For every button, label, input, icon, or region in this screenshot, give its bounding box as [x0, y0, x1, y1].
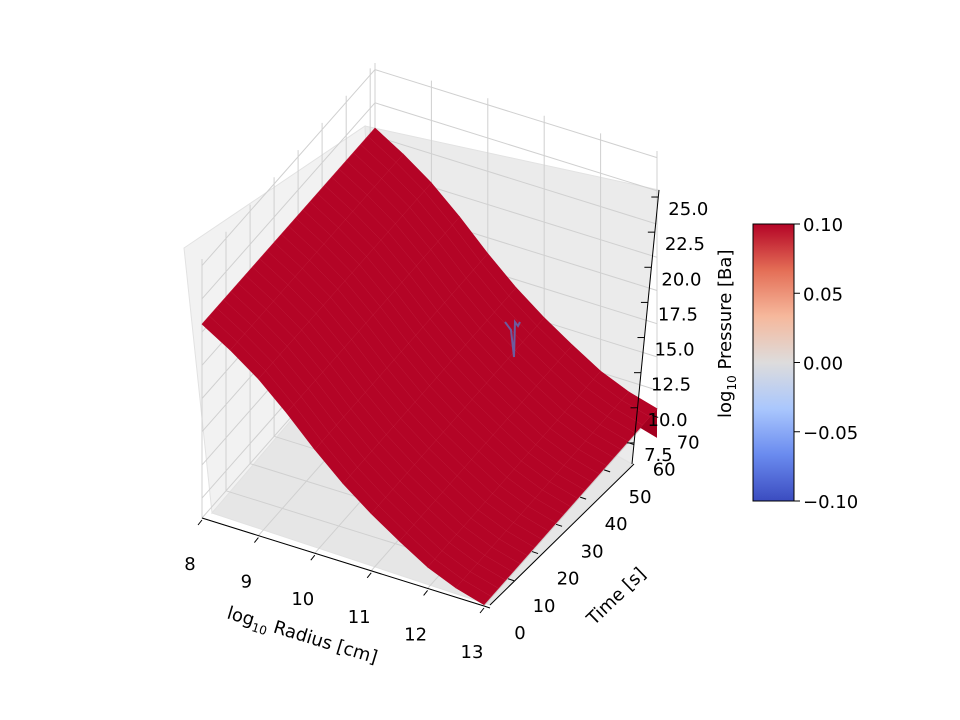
- surface: [201, 127, 658, 606]
- surface-mesh-line: [286, 216, 460, 414]
- x-tick-label: 11: [348, 607, 371, 628]
- z-tick-label: 12.5: [651, 375, 691, 396]
- x-tick: [254, 537, 259, 543]
- surface-mesh-line: [483, 408, 658, 605]
- x-tick-label: 8: [184, 554, 195, 575]
- surface-mesh-line: [258, 182, 432, 380]
- colorbar-gradient: [752, 223, 795, 502]
- surface-mesh-line: [314, 253, 488, 450]
- z-tick-label: 22.5: [665, 234, 705, 255]
- surface-mesh-line: [427, 370, 601, 568]
- grid-z: [201, 69, 658, 266]
- x-label-sub: 10: [250, 620, 269, 638]
- surface-mesh-line: [201, 127, 376, 325]
- x-tick-label: 12: [404, 624, 427, 645]
- y-tick: [603, 469, 611, 473]
- y-tick-label: 20: [557, 569, 580, 590]
- y-tick-label: 60: [653, 460, 676, 481]
- y-axis-line: [489, 463, 635, 606]
- z-tick-label: 7.5: [644, 445, 673, 466]
- surface-mesh-line: [230, 153, 404, 351]
- y-tick-label: 40: [605, 514, 628, 535]
- x-tick-label: 9: [241, 572, 252, 593]
- colorbar-tick-label: 0.10: [803, 215, 843, 236]
- x-tick: [310, 554, 316, 561]
- y-tick-label: 70: [677, 432, 700, 453]
- y-tick: [579, 496, 587, 500]
- surface-mesh-line: [399, 344, 573, 542]
- spike-glitch: [504, 319, 521, 358]
- grid-z: [201, 102, 658, 300]
- surface-mesh-line: [342, 287, 517, 484]
- y-tick-label: 30: [581, 541, 604, 562]
- surface-mesh-line: [455, 391, 629, 589]
- z-axis-label: log10 Pressure [Ba]: [715, 250, 739, 418]
- z-axis-line: [631, 189, 660, 465]
- colorbar-tick-label: −0.05: [803, 423, 858, 444]
- z-tick-label: 25.0: [668, 199, 708, 220]
- x-tick-label: 10: [291, 589, 314, 610]
- z-tick-label: 10.0: [648, 410, 688, 431]
- y-tick-label: 50: [629, 487, 652, 508]
- x-tick: [423, 590, 428, 596]
- x-tick: [366, 572, 372, 579]
- colorbar: 0.10 0.05 0.00 −0.05 −0.10: [752, 215, 858, 513]
- z-tick-label: 15.0: [654, 340, 694, 361]
- z-tick-label: 20.0: [661, 269, 701, 290]
- z-label-sub: 10: [725, 375, 739, 390]
- y-tick-label: 10: [533, 596, 556, 617]
- colorbar-tick-label: −0.10: [803, 492, 858, 513]
- y-axis-label: Time [s]: [582, 564, 650, 631]
- colorbar-tick-label: 0.05: [803, 284, 843, 305]
- y-tick: [555, 523, 563, 527]
- x-axis: 8 9 10 11 12 13: [184, 517, 485, 663]
- y-tick: [483, 605, 491, 609]
- x-tick-label: 13: [461, 642, 484, 663]
- x-tick: [479, 607, 485, 614]
- y-tick: [531, 551, 539, 555]
- surface-mesh-line: [371, 317, 545, 514]
- z-label-log: log: [715, 391, 736, 418]
- colorbar-tick-label: 0.00: [803, 354, 843, 375]
- x-tick: [197, 519, 203, 526]
- y-tick: [507, 578, 515, 582]
- z-label-rest: Pressure [Ba]: [715, 250, 736, 376]
- z-tick-label: 17.5: [658, 304, 698, 325]
- x-axis-line: [201, 517, 485, 607]
- surface-spike: [504, 319, 521, 358]
- y-tick: [652, 414, 659, 418]
- y-tick-label: 0: [514, 623, 525, 644]
- z-axis: 7.5 10.0 12.5 15.0 17.5 20.0 22.5 25.0: [627, 189, 708, 466]
